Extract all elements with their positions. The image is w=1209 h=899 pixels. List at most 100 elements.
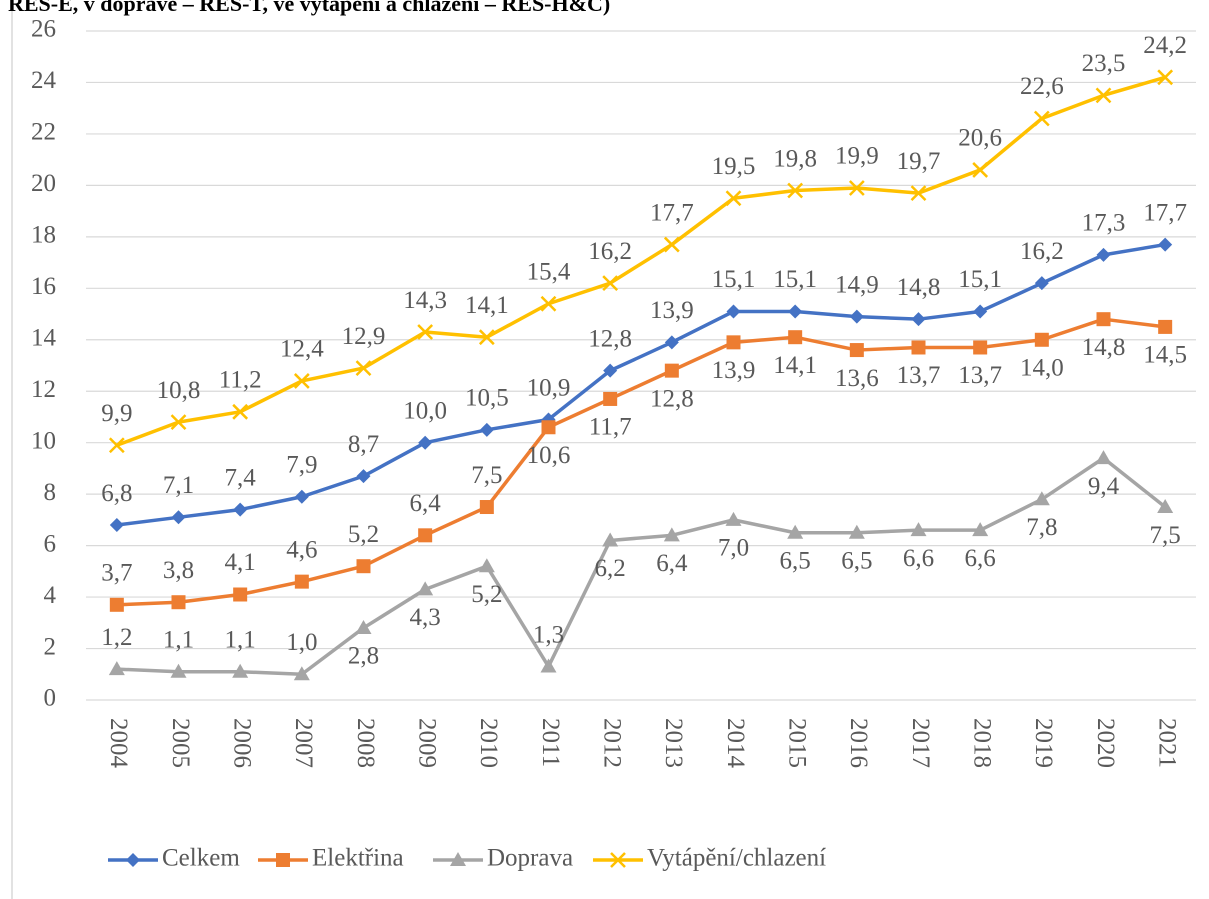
data-label: 10,9 — [527, 374, 571, 401]
point — [788, 330, 803, 345]
x-tick-label: 2021 — [1153, 718, 1180, 768]
data-label: 14,1 — [465, 292, 509, 319]
data-label: 7,8 — [1026, 514, 1057, 541]
data-label: 11,2 — [219, 367, 262, 394]
y-tick-label: 4 — [44, 582, 57, 609]
point — [726, 335, 741, 350]
data-label: 10,6 — [527, 442, 571, 469]
x-tick-label: 2009 — [413, 718, 440, 768]
data-label: 3,8 — [163, 557, 194, 584]
series-line — [116, 75, 1166, 447]
point — [417, 324, 434, 340]
data-label: 14,0 — [1020, 355, 1064, 382]
x-tick-label: 2008 — [352, 718, 379, 768]
point — [1033, 491, 1050, 506]
series-line — [116, 242, 1166, 527]
data-label: 4,3 — [410, 604, 441, 631]
point — [911, 340, 926, 355]
point — [479, 500, 494, 515]
point — [170, 414, 187, 430]
x-tick-label: 2013 — [660, 718, 687, 768]
point — [725, 190, 742, 207]
y-tick-label: 8 — [44, 479, 57, 506]
point — [293, 666, 310, 681]
data-label: 14,8 — [1082, 334, 1126, 361]
point — [787, 524, 804, 539]
data-label: 23,5 — [1082, 50, 1126, 77]
point — [109, 518, 124, 533]
data-label: 13,9 — [712, 357, 756, 384]
data-label: 9,4 — [1088, 473, 1120, 500]
y-tick-label: 18 — [31, 222, 56, 249]
point — [972, 162, 989, 178]
x-tick-label: 2005 — [167, 718, 194, 768]
point — [1096, 312, 1111, 327]
point — [910, 185, 927, 201]
data-label: 19,5 — [712, 153, 756, 180]
data-label: 22,6 — [1020, 73, 1064, 100]
point — [849, 343, 864, 358]
data-label: 9,9 — [101, 400, 132, 427]
data-label: 16,2 — [588, 238, 632, 265]
point — [1158, 319, 1173, 334]
point — [170, 663, 187, 678]
data-label: 12,8 — [588, 325, 632, 352]
point — [788, 304, 803, 319]
data-label: 14,9 — [835, 271, 879, 298]
data-label: 1,3 — [533, 621, 564, 648]
y-tick-label: 20 — [31, 170, 56, 197]
y-tick-label: 10 — [31, 427, 56, 454]
data-label: 7,4 — [225, 464, 257, 491]
y-tick-label: 26 — [31, 16, 56, 43]
data-label: 11,7 — [589, 414, 632, 441]
data-label: 4,6 — [286, 536, 317, 563]
point — [233, 502, 248, 517]
legend-marker — [450, 852, 466, 866]
point — [356, 559, 371, 574]
data-label: 13,7 — [958, 362, 1002, 389]
data-label: 5,2 — [471, 581, 502, 608]
data-label: 17,3 — [1082, 210, 1126, 237]
point — [1096, 247, 1111, 262]
data-label: 6,5 — [780, 547, 811, 574]
data-label: 20,6 — [958, 125, 1002, 152]
point — [1095, 87, 1112, 104]
point — [232, 403, 249, 420]
data-label: 7,1 — [163, 472, 194, 499]
point — [417, 581, 434, 596]
data-label: 17,7 — [1143, 199, 1187, 226]
point — [355, 619, 372, 634]
data-label: 14,8 — [897, 274, 941, 301]
legend-marker — [610, 852, 626, 868]
data-label: 4,1 — [225, 549, 256, 576]
x-tick-label: 2007 — [290, 718, 317, 768]
point — [725, 511, 742, 526]
data-label: 13,6 — [835, 365, 879, 392]
point — [540, 295, 557, 312]
data-label: 1,0 — [286, 629, 317, 656]
x-tick-label: 2011 — [537, 718, 564, 767]
point — [726, 304, 741, 319]
point — [664, 335, 679, 350]
legend-label: Celkem — [162, 845, 240, 872]
data-label: 19,8 — [773, 145, 817, 172]
point — [1157, 499, 1174, 514]
data-label: 12,4 — [280, 336, 324, 363]
x-tick-label: 2012 — [598, 718, 625, 768]
data-label: 2,8 — [348, 643, 379, 670]
data-label: 24,2 — [1143, 32, 1187, 59]
point — [478, 558, 495, 573]
point — [663, 236, 680, 253]
x-tick-label: 2019 — [1030, 718, 1057, 768]
point — [910, 522, 927, 537]
point — [541, 420, 556, 435]
x-tick-label: 2006 — [228, 718, 255, 768]
x-tick-label: 2014 — [722, 718, 749, 769]
x-tick-label: 2010 — [475, 718, 502, 768]
point — [294, 489, 309, 504]
legend-marker — [276, 853, 290, 867]
data-label: 6,2 — [595, 555, 626, 582]
point — [1033, 110, 1050, 127]
data-label: 6,8 — [101, 480, 132, 507]
data-label: 17,7 — [650, 199, 694, 226]
